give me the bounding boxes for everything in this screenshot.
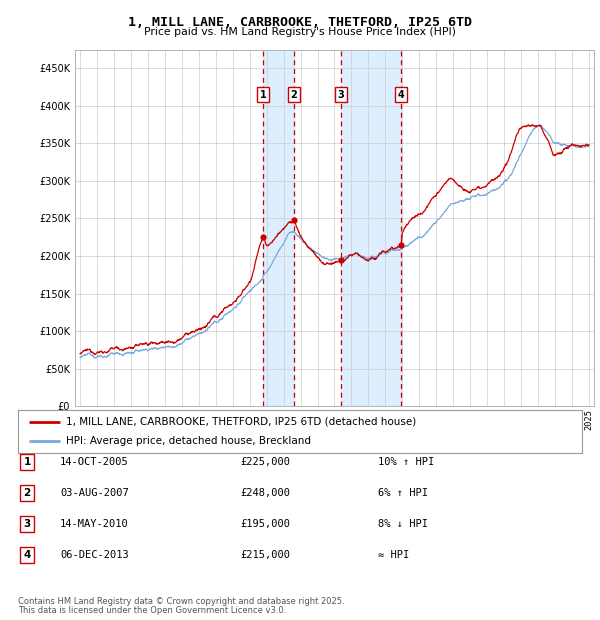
Text: £215,000: £215,000 bbox=[240, 550, 290, 560]
Text: £195,000: £195,000 bbox=[240, 519, 290, 529]
Text: 06-DEC-2013: 06-DEC-2013 bbox=[60, 550, 129, 560]
Text: 10% ↑ HPI: 10% ↑ HPI bbox=[378, 457, 434, 467]
Bar bbox=[341, 50, 401, 406]
Text: 3: 3 bbox=[23, 519, 31, 529]
Text: 6% ↑ HPI: 6% ↑ HPI bbox=[378, 488, 428, 498]
Bar bbox=[263, 50, 293, 406]
Text: HPI: Average price, detached house, Breckland: HPI: Average price, detached house, Brec… bbox=[66, 436, 311, 446]
Text: £248,000: £248,000 bbox=[240, 488, 290, 498]
Text: 8% ↓ HPI: 8% ↓ HPI bbox=[378, 519, 428, 529]
Text: 14-MAY-2010: 14-MAY-2010 bbox=[60, 519, 129, 529]
Text: 1: 1 bbox=[23, 457, 31, 467]
Text: 2: 2 bbox=[290, 90, 297, 100]
Text: Contains HM Land Registry data © Crown copyright and database right 2025.: Contains HM Land Registry data © Crown c… bbox=[18, 597, 344, 606]
Text: 3: 3 bbox=[337, 90, 344, 100]
Text: 14-OCT-2005: 14-OCT-2005 bbox=[60, 457, 129, 467]
Text: 03-AUG-2007: 03-AUG-2007 bbox=[60, 488, 129, 498]
Text: 4: 4 bbox=[398, 90, 404, 100]
Text: 4: 4 bbox=[23, 550, 31, 560]
Text: 1, MILL LANE, CARBROOKE, THETFORD, IP25 6TD (detached house): 1, MILL LANE, CARBROOKE, THETFORD, IP25 … bbox=[66, 417, 416, 427]
Text: Price paid vs. HM Land Registry's House Price Index (HPI): Price paid vs. HM Land Registry's House … bbox=[144, 27, 456, 37]
Text: 1: 1 bbox=[260, 90, 266, 100]
Text: 1, MILL LANE, CARBROOKE, THETFORD, IP25 6TD: 1, MILL LANE, CARBROOKE, THETFORD, IP25 … bbox=[128, 16, 472, 29]
Text: £225,000: £225,000 bbox=[240, 457, 290, 467]
Text: ≈ HPI: ≈ HPI bbox=[378, 550, 409, 560]
Text: This data is licensed under the Open Government Licence v3.0.: This data is licensed under the Open Gov… bbox=[18, 606, 286, 615]
Text: 2: 2 bbox=[23, 488, 31, 498]
